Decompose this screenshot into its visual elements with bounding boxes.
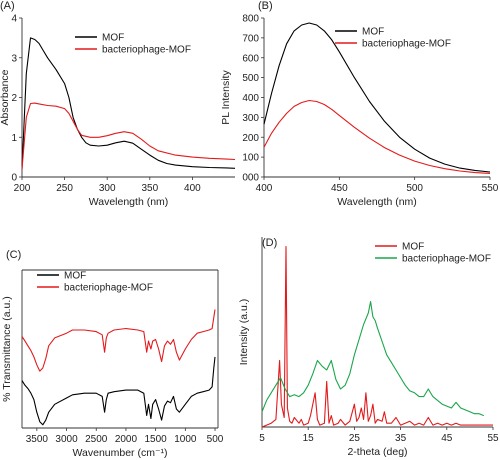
panel-d: (D) 5 15 25 35 45 55 2-theta (deg) Intensity (a.… [238, 237, 499, 458]
x-tick-label: 2000 [115, 434, 138, 445]
series-line-mof [21, 37, 236, 170]
y-tick-label: 300 [242, 113, 259, 124]
panel-label: (D) [262, 237, 277, 249]
y-axis-title: % Transmittance (a.u.) [1, 296, 13, 402]
x-tick-label: 400 [256, 183, 273, 194]
x-tick-label: 5 [259, 433, 265, 444]
x-axis-title: Wavelength (nm) [89, 196, 169, 208]
y-tick-label: 3 [11, 53, 17, 64]
panel-label: (C) [6, 249, 21, 261]
x-tick-label: 550 [482, 183, 499, 194]
x-tick-label: 25 [349, 433, 361, 444]
x-tick-label: 45 [441, 433, 453, 444]
y-tick-label: 4 [11, 14, 17, 25]
legend-label: MOF [64, 271, 86, 282]
x-axis-title: Wavenumber (cm⁻¹) [73, 447, 168, 459]
panel-b: (B) 400 450 500 550 000 100 200 300 400 500 600 700 8… [220, 0, 499, 208]
x-tick-label: 350 [141, 183, 158, 194]
x-tick-label: 500 [406, 183, 423, 194]
x-tick-label: 500 [207, 434, 224, 445]
y-tick-label: 1 [11, 133, 17, 144]
x-tick-label: 400 [184, 183, 201, 194]
y-tick-label: 700 [242, 33, 259, 44]
x-axis-title: 2-theta (deg) [347, 446, 407, 458]
legend-label: bacteriophage-MOF [402, 254, 491, 265]
x-tick-label: 250 [56, 183, 73, 194]
y-tick-label: 2 [11, 93, 17, 104]
x-tick-label: 2500 [85, 434, 108, 445]
y-tick-label: 000 [242, 173, 259, 184]
x-tick-label: 3000 [55, 434, 78, 445]
panel-label: (A) [0, 0, 15, 12]
legend-label: MOF [402, 242, 424, 253]
panel-c: (C) 3500 3000 2500 2000 1500 1000 500 Wavenumber… [1, 249, 224, 459]
legend-label: MOF [362, 27, 384, 38]
x-axis-title: Wavelength (nm) [337, 196, 417, 208]
legend-label: bacteriophage-MOF [102, 45, 191, 56]
x-tick-label: 55 [487, 433, 499, 444]
x-tick-label: 450 [331, 183, 348, 194]
x-tick-label: 3500 [26, 434, 49, 445]
legend-label: MOF [102, 33, 124, 44]
series-line-mof [261, 245, 493, 428]
series-line-bacteriophage-mof [263, 99, 491, 174]
x-tick-label: 200 [14, 183, 31, 194]
panel-label: (B) [258, 0, 273, 12]
y-axis-title: Intensity (a.u.) [238, 299, 250, 366]
y-tick-label: 800 [242, 14, 259, 25]
y-tick-label: 200 [242, 133, 259, 144]
y-tick-label: 400 [242, 93, 259, 104]
x-tick-label: 1500 [145, 434, 168, 445]
series-line-bacteriophage-mof [21, 309, 216, 372]
series-line-mof [263, 22, 491, 173]
y-tick-label: 100 [242, 153, 259, 164]
y-axis-title: Absorbance [0, 69, 11, 125]
x-tick-label: 300 [99, 183, 116, 194]
y-tick-label: 0 [11, 173, 17, 184]
y-tick-label: 600 [242, 53, 259, 64]
y-axis-title: PL Intensity [220, 70, 232, 125]
x-tick-label: 1000 [174, 434, 197, 445]
legend-label: bacteriophage-MOF [64, 283, 153, 294]
panel-a: (A) 200 250 300 350 400 0 1 2 3 4 Wavelength (nm) Ab… [0, 0, 236, 208]
y-tick-label: 500 [242, 73, 259, 84]
series-line-bacteriophage-mof [261, 301, 485, 417]
x-tick-label: 35 [395, 433, 407, 444]
x-tick-label: 15 [303, 433, 315, 444]
legend-label: bacteriophage-MOF [362, 39, 451, 50]
series-line-bacteriophage-mof [21, 102, 236, 170]
series-line-mof [21, 356, 216, 426]
